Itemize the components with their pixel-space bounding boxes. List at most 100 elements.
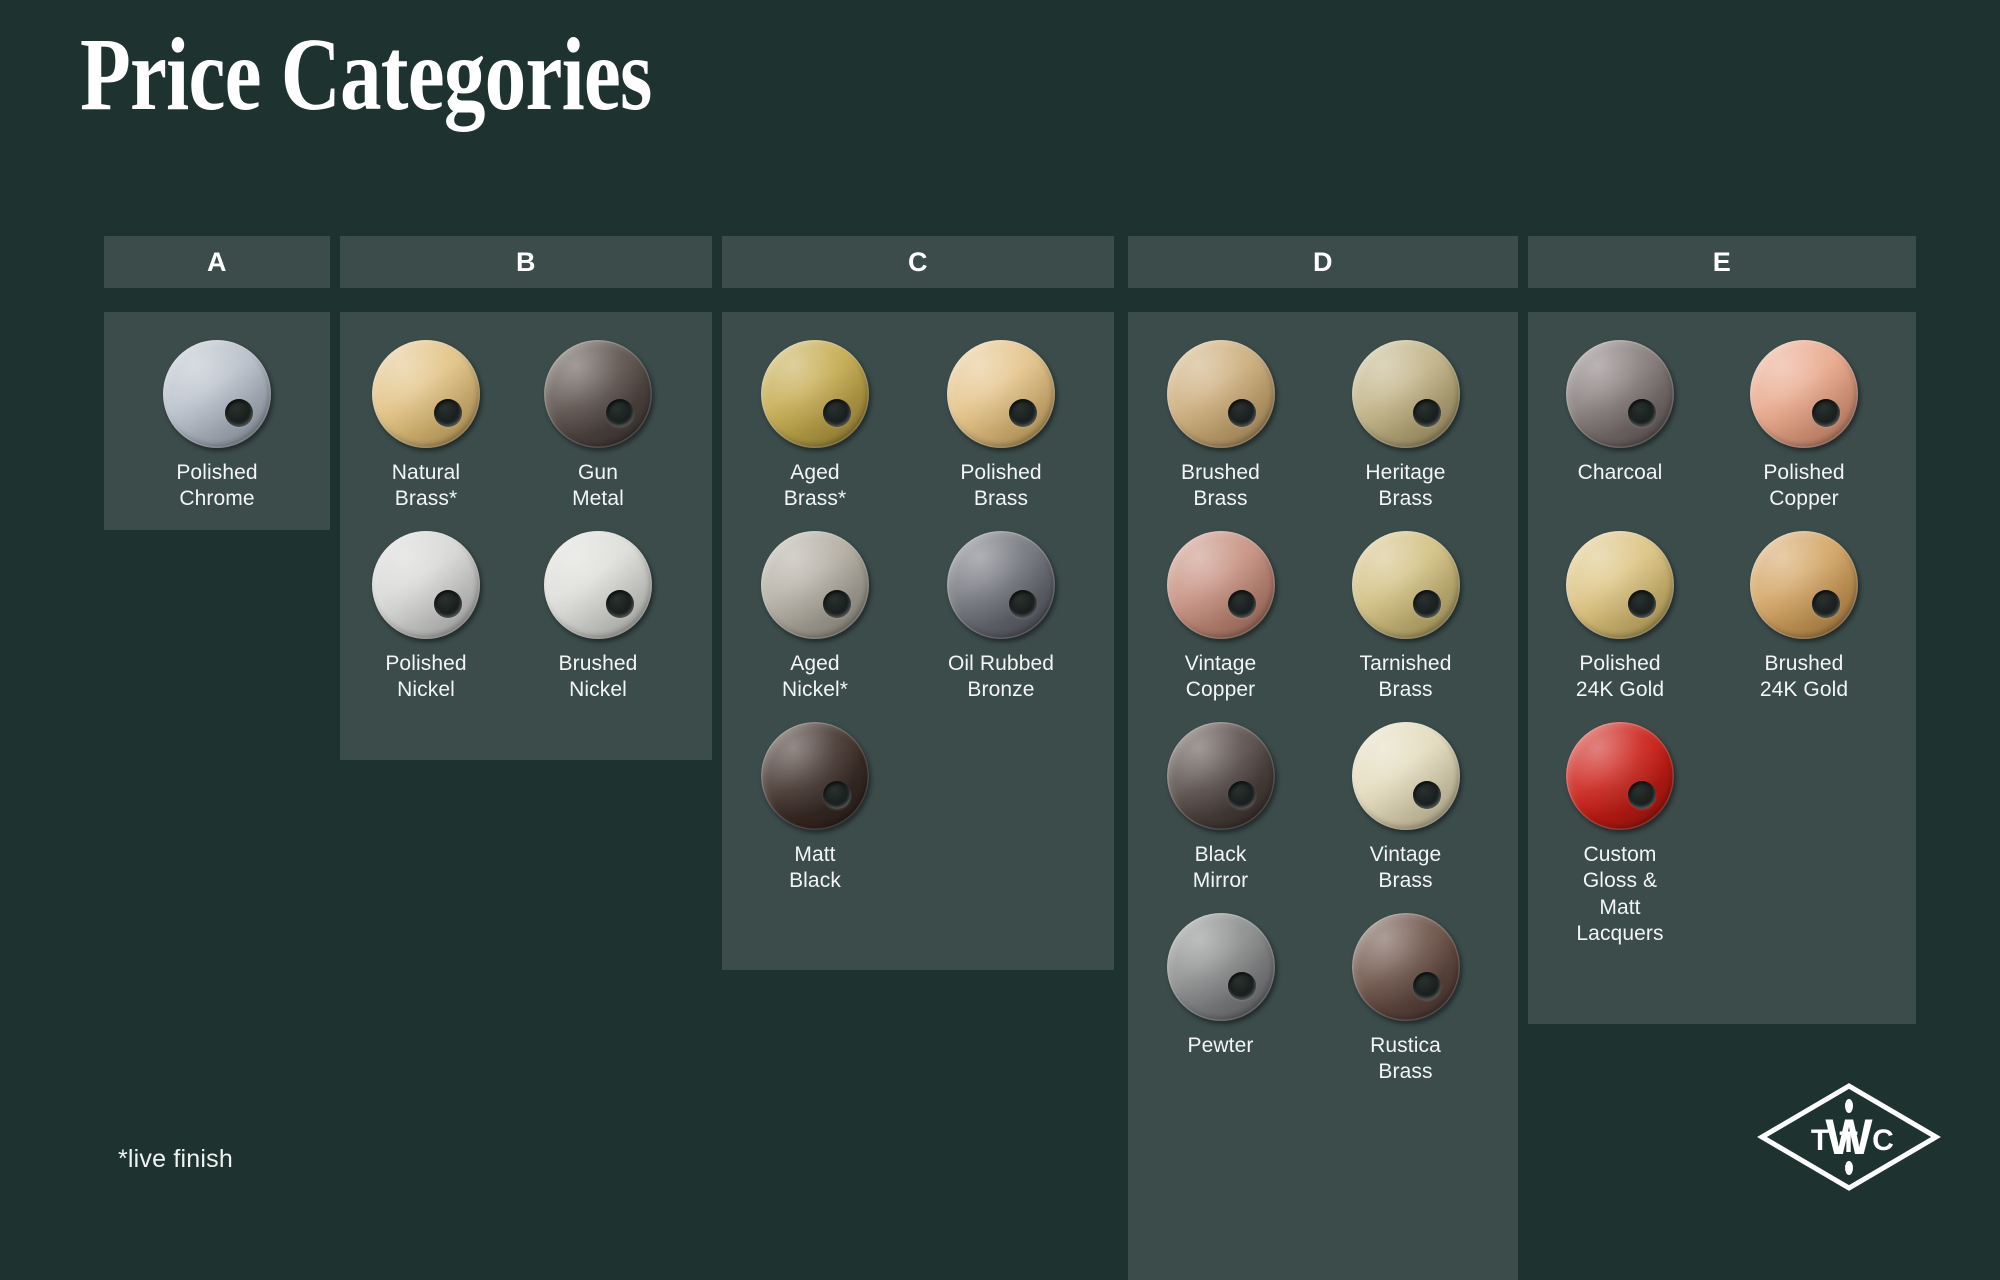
swatch-item[interactable]: Polished 24K Gold <box>1528 517 1712 708</box>
disc-sheen <box>1166 530 1275 639</box>
disc-hole-icon <box>822 781 851 810</box>
disc-sheen <box>1351 340 1460 448</box>
column-body-a: Polished Chrome <box>104 312 330 530</box>
disc-sheen <box>947 530 1055 639</box>
swatch-item[interactable]: Natural Brass* <box>340 326 512 517</box>
swatch-label: Matt Black <box>789 842 841 893</box>
disc-face <box>1351 530 1460 639</box>
price-category-board: A Polished Chrome B Natural Brass* Gun Metal… <box>0 236 2000 1280</box>
swatch-item[interactable]: Gun Metal <box>512 326 684 517</box>
swatch-label: Gun Metal <box>572 461 624 511</box>
swatch-item[interactable]: Heritage Brass <box>1313 326 1498 517</box>
disc-sheen <box>544 340 652 448</box>
disc-rim <box>761 531 869 639</box>
swatch-label: Heritage Brass <box>1365 461 1446 511</box>
disc-rim <box>1750 531 1858 639</box>
swatch-item[interactable]: Aged Brass* <box>722 326 908 517</box>
swatch-item[interactable]: Tarnished Brass <box>1313 517 1498 708</box>
column-header-label: C <box>908 246 928 277</box>
swatch-label: Brushed Brass <box>1181 461 1260 511</box>
disc-rim <box>1566 531 1674 639</box>
finish-disc-icon <box>1566 340 1674 448</box>
disc-hole-icon <box>1413 972 1442 1001</box>
swatch-label: Rustica Brass <box>1370 1033 1441 1084</box>
column-header-c[interactable]: C <box>722 236 1114 288</box>
disc-hole-icon <box>224 399 253 428</box>
swatch-grid: Aged Brass* Polished Brass Aged Nickel* Oil… <box>722 326 1114 899</box>
disc-face <box>947 530 1055 639</box>
finish-disc-icon <box>1351 912 1460 1021</box>
column-body-d: Brushed Brass Heritage Brass Vintage Coppe… <box>1128 312 1518 1280</box>
disc-face <box>1351 721 1460 830</box>
swatch-item[interactable]: Brushed 24K Gold <box>1712 517 1896 708</box>
swatch-label: Polished 24K Gold <box>1575 651 1665 702</box>
finish-disc-icon <box>372 340 480 448</box>
swatch-item[interactable]: Aged Nickel* <box>722 517 908 708</box>
disc-face <box>163 340 271 448</box>
swatch-item[interactable]: Charcoal <box>1528 326 1712 517</box>
swatch-item[interactable]: Brushed Nickel <box>512 517 684 708</box>
disc-hole-icon <box>605 399 634 428</box>
disc-rim <box>372 340 480 448</box>
swatch-item[interactable]: Brushed Brass <box>1128 326 1313 517</box>
swatch-item[interactable]: Polished Chrome <box>104 326 330 517</box>
swatch-label: Brushed Nickel <box>558 651 638 702</box>
swatch-item[interactable]: Vintage Copper <box>1128 517 1313 708</box>
swatch-item[interactable]: Custom Gloss & Matt Lacquers <box>1528 708 1712 952</box>
disc-rim <box>1566 340 1674 448</box>
disc-sheen <box>1566 530 1674 639</box>
column-header-label: A <box>207 246 227 277</box>
svg-text:T: T <box>1839 1126 1858 1159</box>
swatch-label: Polished Nickel <box>385 651 467 702</box>
swatch-item[interactable]: Vintage Brass <box>1313 708 1498 899</box>
disc-hole-icon <box>822 590 851 619</box>
finish-disc-icon <box>1166 912 1275 1021</box>
swatch-label: Black Mirror <box>1192 842 1249 893</box>
finish-disc-icon <box>1166 530 1275 639</box>
disc-sheen <box>1166 340 1275 448</box>
disc-sheen <box>544 530 652 639</box>
disc-sheen <box>1750 530 1858 639</box>
swatch-label: Aged Nickel* <box>781 651 849 702</box>
disc-face <box>1166 340 1275 448</box>
price-column-e: E Charcoal Polished Copper Polished 24K Gol… <box>1528 236 1916 1024</box>
disc-face <box>372 530 480 639</box>
finish-disc-icon <box>1351 721 1460 830</box>
disc-face <box>1166 530 1275 639</box>
swatch-item[interactable]: Black Mirror <box>1128 708 1313 899</box>
swatch-item[interactable]: Pewter <box>1128 899 1313 1090</box>
swatch-item[interactable]: Polished Copper <box>1712 326 1896 517</box>
disc-hole-icon <box>1228 781 1257 810</box>
disc-rim <box>1352 913 1460 1021</box>
swatch-item[interactable]: Rustica Brass <box>1313 899 1498 1090</box>
column-header-a[interactable]: A <box>104 236 330 288</box>
disc-face <box>1351 340 1460 448</box>
column-header-d[interactable]: D <box>1128 236 1518 288</box>
disc-sheen <box>1166 721 1275 830</box>
swatch-label: Aged Brass* <box>783 461 847 511</box>
disc-sheen <box>761 340 869 448</box>
column-header-b[interactable]: B <box>340 236 712 288</box>
column-header-e[interactable]: E <box>1528 236 1916 288</box>
disc-rim <box>1566 722 1674 830</box>
disc-hole-icon <box>1627 399 1656 428</box>
finish-disc-icon <box>947 530 1055 639</box>
disc-face <box>947 340 1055 448</box>
disc-face <box>1566 340 1674 448</box>
swatch-item[interactable]: Oil Rubbed Bronze <box>908 517 1094 708</box>
swatch-item[interactable]: Polished Nickel <box>340 517 512 708</box>
disc-face <box>761 721 869 830</box>
disc-sheen <box>1566 721 1674 830</box>
swatch-item[interactable]: Matt Black <box>722 708 908 899</box>
disc-hole-icon <box>1627 590 1656 619</box>
swatch-item[interactable]: Polished Brass <box>908 326 1094 517</box>
price-column-d: D Brushed Brass Heritage Brass Vintage Copp… <box>1128 236 1518 1280</box>
disc-rim <box>947 531 1055 639</box>
disc-hole-icon <box>1228 399 1257 428</box>
disc-sheen <box>1166 912 1275 1021</box>
disc-rim <box>1352 722 1460 830</box>
disc-face <box>1166 912 1275 1021</box>
swatch-label: Oil Rubbed Bronze <box>947 651 1055 702</box>
finish-disc-icon <box>1166 721 1275 830</box>
finish-disc-icon <box>372 530 480 639</box>
